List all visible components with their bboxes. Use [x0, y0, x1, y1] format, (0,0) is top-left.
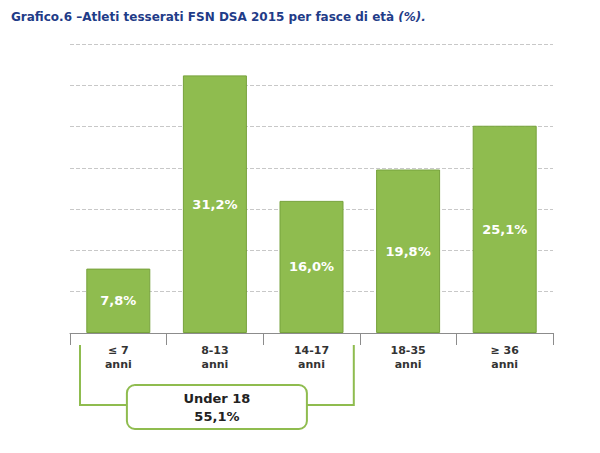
svg-text:18-35: 18-35	[391, 344, 426, 357]
svg-text:16,0%: 16,0%	[289, 259, 334, 274]
svg-text:14-17: 14-17	[294, 344, 329, 357]
svg-text:7,8%: 7,8%	[100, 293, 136, 308]
svg-text:anni: anni	[491, 358, 518, 371]
svg-text:Under 18: Under 18	[183, 391, 250, 406]
svg-text:Grafico.6 –Atleti tesserati FS: Grafico.6 –Atleti tesserati FSN DSA 2015…	[11, 10, 398, 24]
svg-text:anni: anni	[201, 358, 228, 371]
svg-text:≤ 7: ≤ 7	[108, 344, 129, 357]
svg-text:8-13: 8-13	[201, 344, 229, 357]
svg-text:19,8%: 19,8%	[386, 244, 431, 259]
svg-text:25,1%: 25,1%	[482, 222, 527, 237]
svg-text:anni: anni	[395, 358, 422, 371]
svg-text:anni: anni	[298, 358, 325, 371]
svg-text:(%).: (%).	[398, 10, 426, 24]
svg-text:≥ 36: ≥ 36	[491, 344, 520, 357]
svg-text:55,1%: 55,1%	[194, 409, 239, 424]
svg-text:31,2%: 31,2%	[192, 197, 237, 212]
svg-text:anni: anni	[105, 358, 132, 371]
